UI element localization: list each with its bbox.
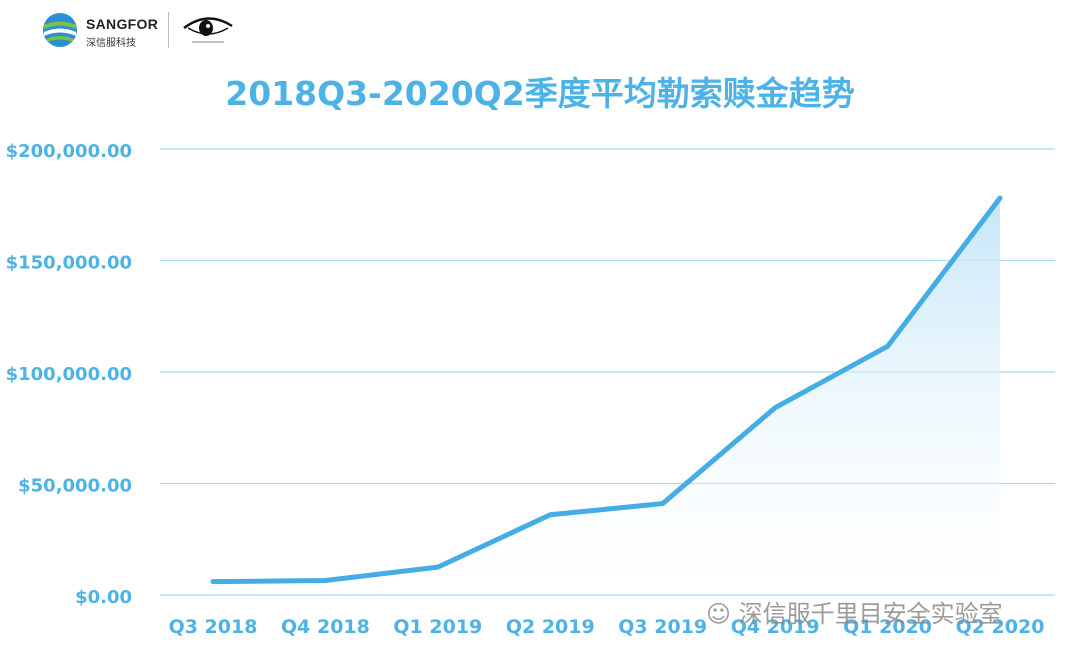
x-tick-label: Q3 2018 xyxy=(169,616,258,638)
y-tick-label: $0.00 xyxy=(75,587,132,608)
x-axis-ticks: Q3 2018 Q4 2018 Q1 2019 Q2 2019 Q3 2019 Q4 20… xyxy=(169,616,1045,638)
x-tick-label: Q2 2019 xyxy=(506,616,595,638)
brand-name: SANGFOR xyxy=(86,16,159,32)
x-tick-label: Q2 2020 xyxy=(956,616,1045,638)
brand-logo-area: SANGFOR 深信服科技 xyxy=(40,10,260,54)
watermark-text: 深信服千里目安全实验室 xyxy=(738,600,1003,628)
logo-divider xyxy=(168,12,169,48)
series-line xyxy=(210,195,1003,585)
area-fill xyxy=(213,198,1000,595)
wechat-icon: ☺ xyxy=(706,600,732,628)
line-layer xyxy=(210,195,1003,585)
x-tick-label: Q1 2019 xyxy=(393,616,482,638)
chart-title: 2018Q3-2020Q2季度平均勒索赎金趋势 xyxy=(225,74,854,113)
y-tick-label: $50,000.00 xyxy=(18,476,132,497)
y-axis-ticks: $0.00 $50,000.00 $100,000.00 $150,000.00 $20… xyxy=(6,141,132,608)
y-tick-label: $150,000.00 xyxy=(6,253,132,274)
x-tick-label: Q1 2020 xyxy=(843,616,932,638)
area-layer xyxy=(213,198,1000,595)
x-tick-label: Q4 2019 xyxy=(731,616,820,638)
x-tick-label: Q3 2019 xyxy=(618,616,707,638)
y-tick-label: $200,000.00 xyxy=(6,141,132,162)
brand-name-cn: 深信服科技 xyxy=(86,38,136,49)
sangfor-logo-icon xyxy=(43,13,77,47)
watermark: ☺ 深信服千里目安全实验室 xyxy=(706,594,1003,629)
x-tick-label: Q4 2018 xyxy=(281,616,370,638)
eye-logo-icon xyxy=(183,17,233,43)
y-tick-label: $100,000.00 xyxy=(6,364,132,385)
